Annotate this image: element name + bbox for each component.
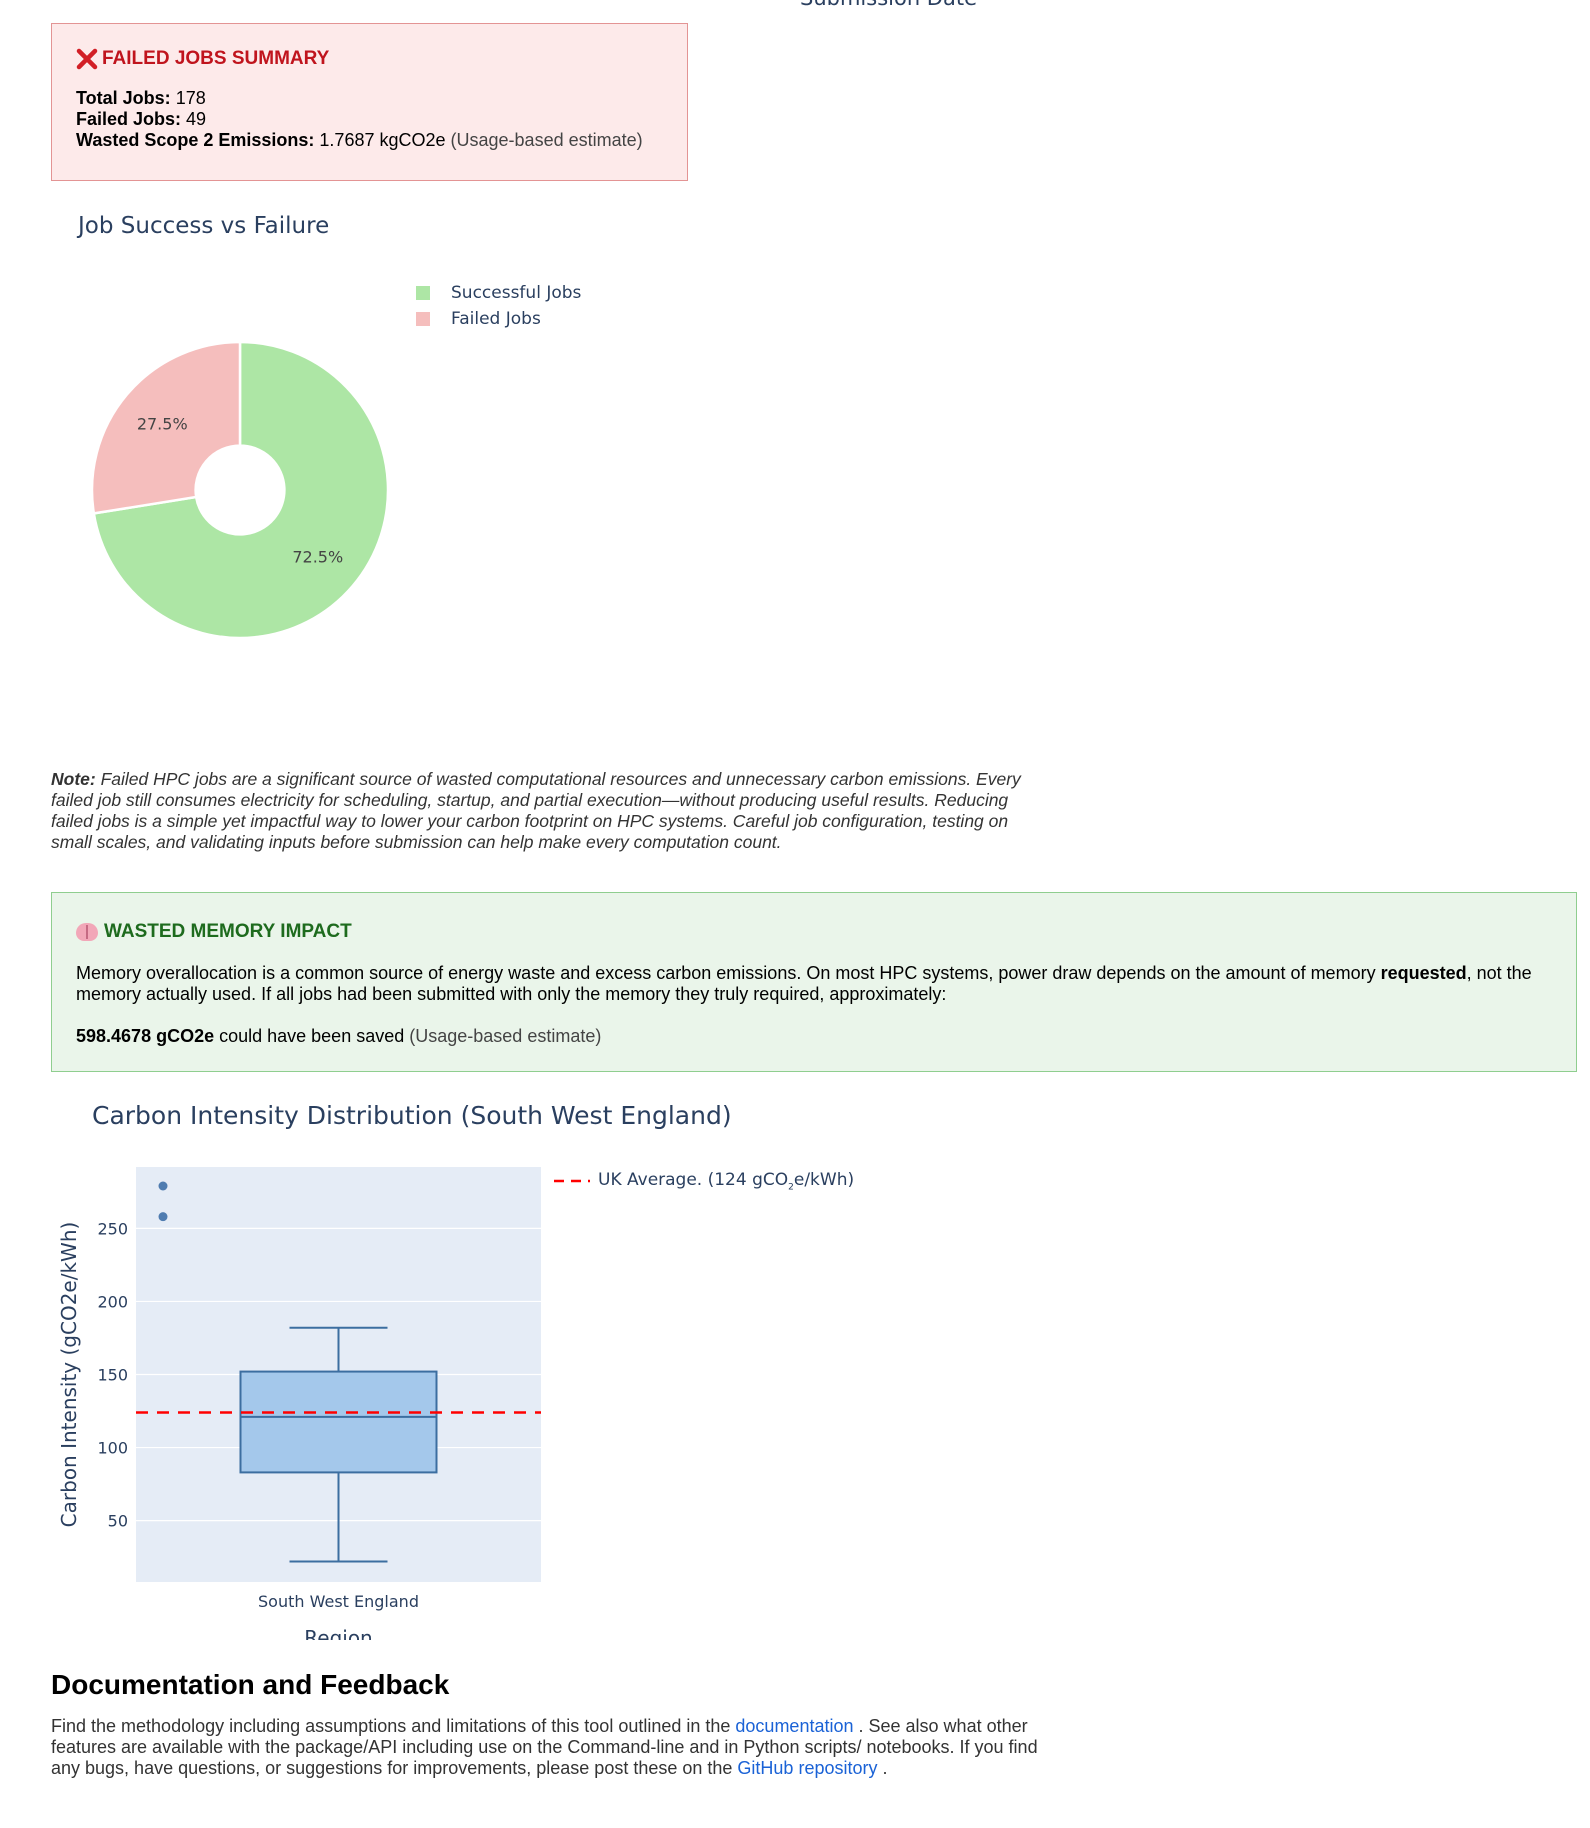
total-jobs-value: 178 xyxy=(175,88,206,108)
wasted-memory-title: WASTED MEMORY IMPACT xyxy=(104,921,352,942)
iqr-box[interactable] xyxy=(239,1370,438,1474)
docs-text-2: . See also what other features are avail… xyxy=(51,1716,1038,1778)
pie-legend: Successful Jobs Failed Jobs xyxy=(416,280,581,332)
wasted-memory-panel: WASTED MEMORY IMPACT Memory overallocati… xyxy=(51,892,1577,1072)
x-tick-label: South West England xyxy=(258,1592,419,1611)
pie-percent-label: 27.5% xyxy=(137,415,188,434)
pie-slice-successful[interactable] xyxy=(92,340,390,640)
memory-text-bold: requested xyxy=(1380,963,1467,983)
legend-swatch-successful xyxy=(416,286,430,300)
brain-icon xyxy=(76,923,98,941)
docs-text-1: Find the methodology including assumptio… xyxy=(51,1716,736,1736)
pie-chart: 72.5% 27.5% xyxy=(90,340,390,640)
box-legend-suffix: e/kWh) xyxy=(793,1170,855,1190)
y-tick-label: 250 xyxy=(97,1219,128,1238)
box-chart: 50 100 150 200 250 South West England Region Ca… xyxy=(57,1167,541,1640)
failed-jobs-line: Failed Jobs: 49 xyxy=(76,109,663,130)
wasted-memory-text: Memory overallocation is a common source… xyxy=(76,963,1552,1005)
box-legend[interactable]: UK Average. (124 gCO2e/kWh) xyxy=(552,1170,854,1192)
y-tick-label: 100 xyxy=(97,1439,128,1458)
legend-dash-icon xyxy=(554,1179,590,1183)
failed-jobs-value: 49 xyxy=(186,109,207,129)
failed-jobs-note: Note: Failed HPC jobs are a significant … xyxy=(51,769,1031,853)
memory-text-before: Memory overallocation is a common source… xyxy=(76,963,1381,983)
failed-jobs-label: Failed Jobs: xyxy=(76,109,182,129)
pie-percent-label: 72.5% xyxy=(292,547,343,566)
pie-chart-title: Job Success vs Failure xyxy=(78,213,330,239)
failed-jobs-summary-panel: FAILED JOBS SUMMARY Total Jobs: 178 Fail… xyxy=(51,23,688,181)
legend-item-failed[interactable]: Failed Jobs xyxy=(416,306,581,332)
outlier-point[interactable] xyxy=(158,1181,168,1191)
github-repository-link[interactable]: GitHub repository xyxy=(737,1758,878,1778)
note-label: Note: xyxy=(51,769,96,789)
wasted-emissions-line: Wasted Scope 2 Emissions: 1.7687 kgCO2e … xyxy=(76,130,663,151)
docs-heading: Documentation and Feedback xyxy=(51,1669,450,1700)
documentation-link[interactable]: documentation xyxy=(735,1716,854,1736)
note-text: Failed HPC jobs are a significant source… xyxy=(51,769,1021,852)
y-axis-title: Carbon Intensity (gCO2e/kWh) xyxy=(57,1222,81,1528)
legend-swatch-failed xyxy=(416,312,430,326)
docs-text-3: . xyxy=(877,1758,888,1778)
legend-label-failed: Failed Jobs xyxy=(451,309,541,329)
docs-paragraph: Find the methodology including assumptio… xyxy=(51,1716,1041,1779)
memory-saved-text: could have been saved xyxy=(214,1026,410,1046)
failed-summary-heading: FAILED JOBS SUMMARY xyxy=(76,48,663,70)
cross-mark-icon xyxy=(76,48,98,70)
memory-text-after: , not the memory actually used. If all j… xyxy=(76,963,1532,1004)
wasted-emissions-label: Wasted Scope 2 Emissions: xyxy=(76,130,315,150)
total-jobs-label: Total Jobs: xyxy=(76,88,171,108)
wasted-emissions-value: 1.7687 kgCO2e xyxy=(319,130,446,150)
y-tick-label: 150 xyxy=(97,1366,128,1385)
total-jobs-line: Total Jobs: 178 xyxy=(76,88,663,109)
y-tick-label: 50 xyxy=(108,1512,128,1531)
x-axis-title: Region xyxy=(304,1626,372,1640)
failed-summary-title: FAILED JOBS SUMMARY xyxy=(102,48,330,69)
memory-saved-value: 598.4678 gCO2e xyxy=(76,1026,215,1046)
cut-off-axis-title: Submission Date xyxy=(800,0,977,10)
pie-slice-failed[interactable] xyxy=(90,340,242,515)
box-legend-sub: 2 xyxy=(788,1182,794,1193)
memory-saved-note: (Usage-based estimate) xyxy=(409,1026,602,1046)
box-legend-label: UK Average. (124 gCO2e/kWh) xyxy=(598,1170,854,1192)
box-legend-prefix: UK Average. (124 gCO xyxy=(598,1170,789,1190)
outlier-point[interactable] xyxy=(158,1212,168,1222)
wasted-emissions-note: (Usage-based estimate) xyxy=(450,130,643,150)
memory-savings-line: 598.4678 gCO2e could have been saved (Us… xyxy=(76,1026,1552,1047)
box-chart-title: Carbon Intensity Distribution (South Wes… xyxy=(92,1101,732,1130)
y-tick-label: 200 xyxy=(97,1292,128,1311)
wasted-memory-heading: WASTED MEMORY IMPACT xyxy=(76,921,1552,943)
legend-item-successful[interactable]: Successful Jobs xyxy=(416,280,581,306)
legend-label-successful: Successful Jobs xyxy=(451,283,582,303)
